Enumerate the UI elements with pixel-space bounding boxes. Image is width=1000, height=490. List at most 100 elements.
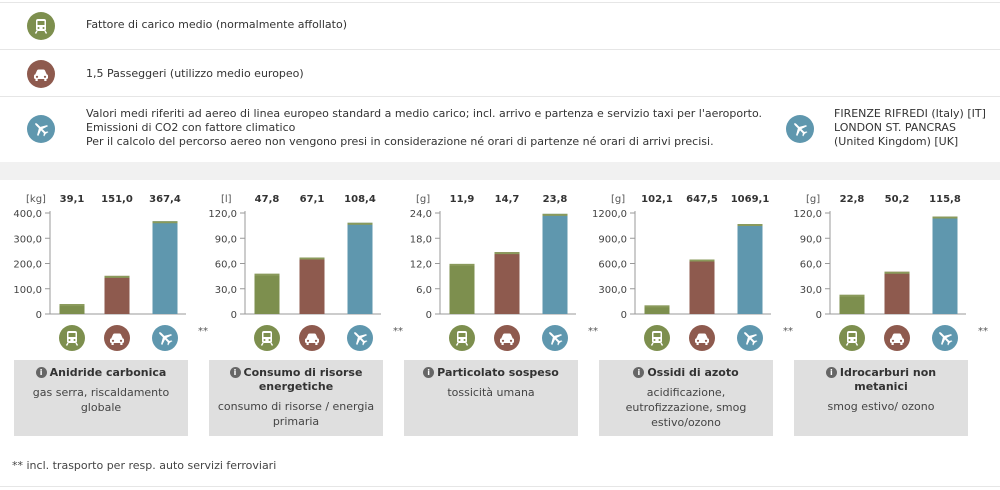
bar-cap [152,221,178,224]
train-icon [644,325,670,351]
plane-line-2: Emissioni di CO2 con fattore climatico [86,121,296,134]
chart-panel-co2: [kg] 0 100,0 200,0 300,0 400,0 39,1 151,0 367,4 *… [13,186,208,436]
car-icon [689,325,715,351]
plane-icon [542,325,568,351]
y-tick-label: 120,0 [793,209,822,220]
bar-train [254,273,280,314]
info-desc: tossicità umana [447,386,535,399]
route-line-2: LONDON ST. PANCRAS [834,121,956,134]
footnote: ** incl. trasporto per resp. auto serviz… [12,459,277,472]
bar-car [104,275,130,314]
value-label: 1069,1 [731,194,770,205]
y-tick-label: 1200,0 [592,209,627,220]
asterisk-note: ** [978,326,988,337]
bar-plane [542,213,568,314]
value-label: 102,1 [641,194,673,205]
y-tick-label: 60,0 [215,260,237,271]
y-tick-label: 30,0 [215,285,237,296]
train-icon [449,325,475,351]
bar-train [449,263,475,314]
unit-label: [g] [611,194,625,205]
info-icon[interactable]: i [825,367,837,378]
bar-cap [737,224,763,227]
bar-cap [542,213,568,216]
value-label: 11,9 [450,194,475,205]
separator-band [0,162,1000,180]
value-label: 67,1 [300,194,325,205]
plane-icon [737,325,763,351]
info-title: Consumo di risorse energetiche [243,366,363,393]
chart-co2: [kg] 0 100,0 200,0 300,0 400,0 39,1 151,0 367,4 *… [13,194,208,351]
chart-particulate: [g] 0 6,0 12,0 18,0 24,0 11,9 14,7 23,8 ** [410,194,598,351]
info-box-particulate: i Particolato sospeso tossicità umana [404,360,578,436]
bar-plane [347,222,373,314]
value-label: 367,4 [149,194,181,205]
value-label: 39,1 [60,194,85,205]
y-tick-label: 900,0 [598,234,627,245]
mode-row-plane: Valori medi riferiti ad aereo di linea e… [0,96,1000,163]
value-label: 647,5 [686,194,718,205]
y-tick-label: 200,0 [13,260,42,271]
chart-panel-nmhc: [g] 0 30,0 60,0 90,0 120,0 22,8 50,2 115,8 ** i Id… [793,186,988,436]
y-tick-label: 0 [621,310,627,321]
chart-nox: [g] 0 300,0 600,0 900,0 1200,0 102,1 647,5 1069,… [592,194,793,351]
chart-panel-energy: [l] 0 30,0 60,0 90,0 120,0 47,8 67,1 108,4 ** i Co… [208,186,403,436]
info-desc: gas serra, riscaldamento globale [32,386,170,414]
mode-row-train: Fattore di carico medio (normalmente aff… [0,2,1000,40]
bar-cap [884,271,910,274]
plane-line-3: Per il calcolo del percorso aereo non ve… [86,135,714,148]
y-tick-label: 300,0 [13,234,42,245]
value-label: 14,7 [495,194,520,205]
route-plane-icon [786,115,814,143]
car-icon [27,60,55,88]
y-tick-label: 0 [36,310,42,321]
value-label: 115,8 [929,194,961,205]
train-icon [59,325,85,351]
bar-car [299,257,325,314]
y-tick-label: 24,0 [410,209,432,220]
info-icon[interactable]: i [229,367,241,378]
asterisk-note: ** [588,326,598,337]
value-label: 47,8 [255,194,280,205]
car-icon [884,325,910,351]
y-tick-label: 12,0 [410,260,432,271]
y-tick-label: 90,0 [800,234,822,245]
info-icon[interactable]: i [633,367,645,378]
y-tick-label: 60,0 [800,260,822,271]
info-title: Idrocarburi non metanici [839,366,937,393]
value-label: 151,0 [101,194,133,205]
train-icon [839,325,865,351]
info-icon[interactable]: i [423,367,435,378]
bar-car [494,252,520,314]
info-box-energy: i Consumo di risorse energetiche consumo … [209,360,383,436]
asterisk-note: ** [198,326,208,337]
info-box-nox: i Ossidi di azoto acidificazione, eutrofi… [599,360,773,436]
info-desc: acidificazione, eutrofizzazione, smog es… [625,386,747,429]
route-line-3: (United Kingdom) [UK] [834,135,959,148]
bar-plane [932,216,958,314]
train-icon [27,12,55,40]
bar-car [689,259,715,314]
value-label: 50,2 [885,194,910,205]
bar-train [644,305,670,314]
chart-panel-particulate: [g] 0 6,0 12,0 18,0 24,0 11,9 14,7 23,8 ** i Parti… [404,186,598,436]
bar-cap [644,305,670,308]
unit-label: [g] [806,194,820,205]
info-box-co2: i Anidride carbonica gas serra, riscaldam… [14,360,188,436]
car-icon [299,325,325,351]
bar-cap [494,252,520,255]
bar-cap [449,263,475,266]
y-tick-label: 0 [426,310,432,321]
bar-plane [152,221,178,314]
plane-icon [27,115,55,143]
y-tick-label: 6,0 [416,285,432,296]
y-tick-label: 300,0 [598,285,627,296]
info-desc: smog estivo/ ozono [827,400,935,413]
bar-train [839,294,865,314]
info-title: Ossidi di azoto [647,366,739,379]
bar-cap [689,259,715,262]
info-icon[interactable]: i [35,367,47,378]
y-tick-label: 400,0 [13,209,42,220]
y-tick-label: 18,0 [410,234,432,245]
unit-label: [kg] [26,194,46,205]
